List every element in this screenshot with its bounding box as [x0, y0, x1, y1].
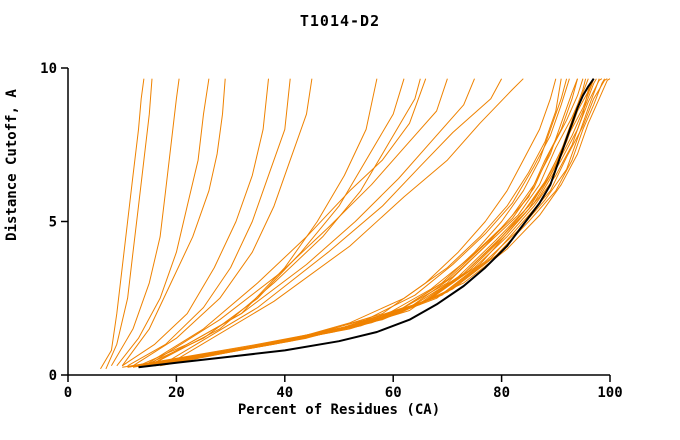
model-curve [138, 78, 595, 367]
model-curve [149, 78, 595, 367]
model-curve [100, 78, 145, 370]
model-curve [121, 78, 269, 367]
model-curve [165, 78, 503, 364]
model-curve [132, 78, 313, 367]
reference-curve [138, 78, 595, 369]
y-tick-label: 10 [40, 61, 57, 77]
model-curve [127, 78, 291, 367]
model-curve [149, 78, 448, 365]
x-tick-label: 80 [493, 385, 510, 401]
x-tick-label: 20 [168, 385, 185, 401]
model-curve [110, 78, 180, 367]
x-tick-label: 100 [597, 385, 622, 401]
model-curve [165, 78, 608, 365]
x-tick-label: 60 [385, 385, 402, 401]
model-curve [143, 78, 427, 367]
series-lines [100, 78, 611, 370]
y-tick-label: 5 [49, 215, 57, 231]
model-curve [116, 78, 210, 367]
model-curve [121, 78, 226, 367]
chart-title: T1014-D2 [300, 12, 380, 30]
x-tick-label: 40 [276, 385, 293, 401]
model-curve [122, 78, 557, 368]
model-curve [105, 78, 153, 370]
model-curve [127, 78, 562, 368]
model-curve [149, 78, 600, 367]
x-tick-label: 0 [64, 385, 72, 401]
model-curve [149, 78, 421, 367]
model-curve [176, 78, 524, 361]
model-curve [138, 78, 378, 367]
y-axis-label: Distance Cutoff, A [4, 89, 20, 241]
model-curve [143, 78, 405, 367]
x-axis-label: Percent of Residues (CA) [238, 402, 440, 418]
model-curve [154, 78, 475, 364]
y-tick-label: 0 [49, 368, 57, 384]
model-curve [154, 78, 606, 367]
axes: 0 20 40 60 80 100 0 5 10 [40, 61, 623, 401]
